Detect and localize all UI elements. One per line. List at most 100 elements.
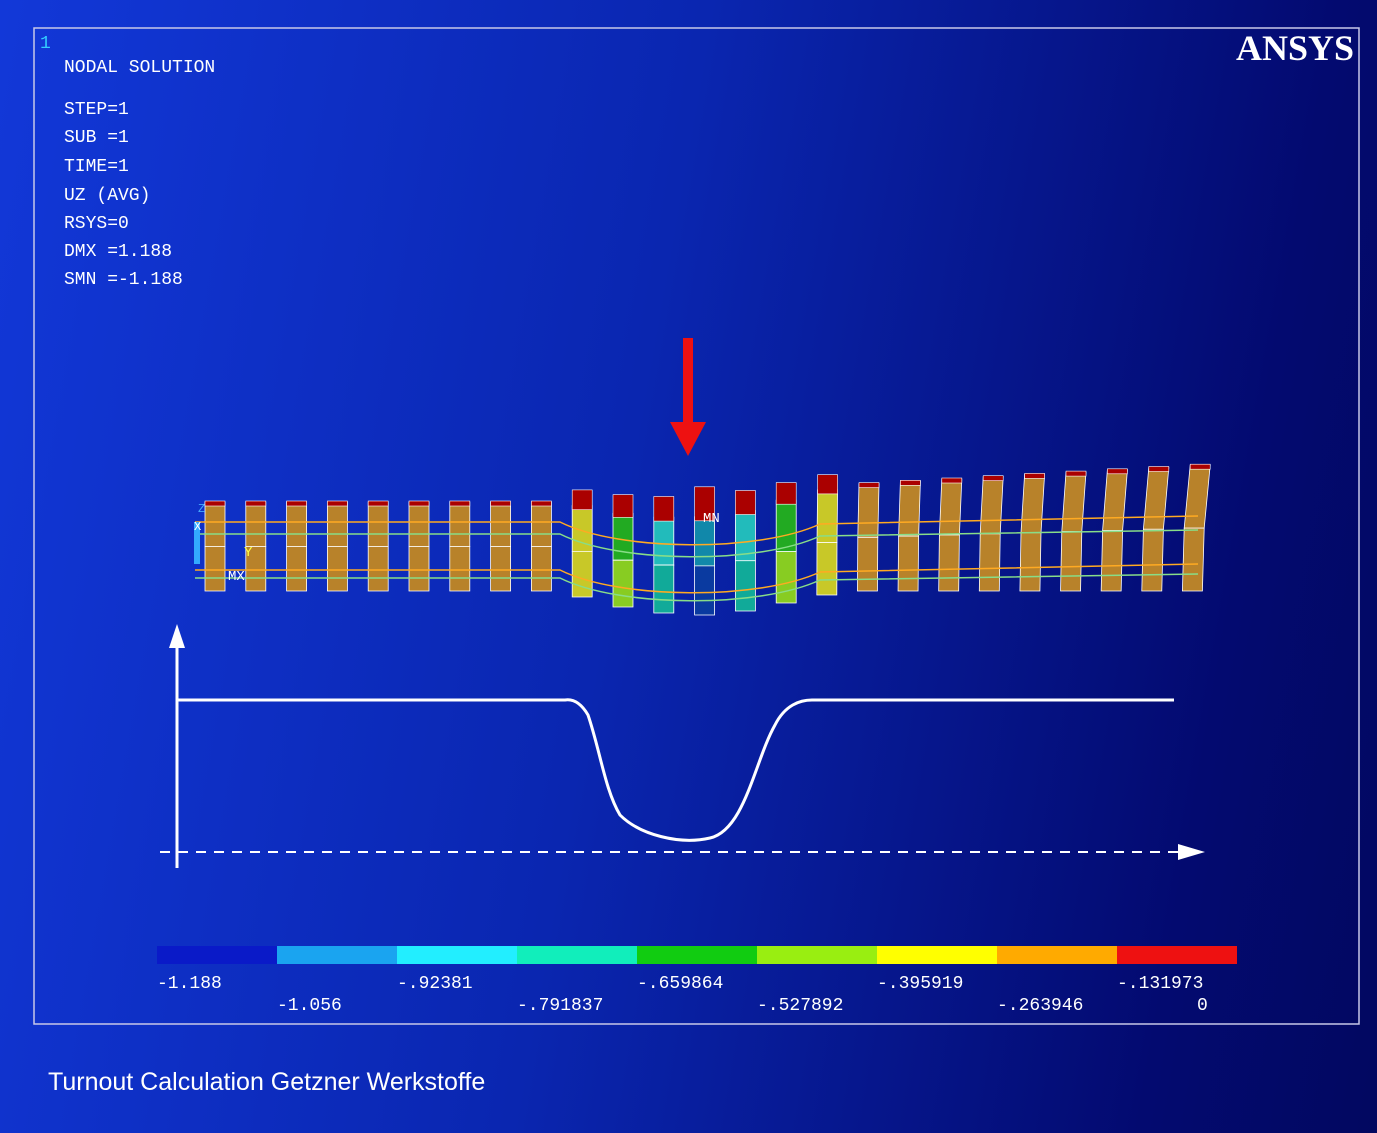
sleeper-cap bbox=[942, 478, 962, 483]
sleeper bbox=[368, 502, 388, 547]
legend-band bbox=[277, 946, 397, 964]
legend-label: -1.056 bbox=[277, 996, 342, 1016]
sleeper bbox=[980, 477, 1003, 534]
sleeper bbox=[491, 547, 511, 592]
sleeper-cap bbox=[409, 501, 429, 506]
sleeper-cap bbox=[818, 475, 838, 494]
sleeper-cap bbox=[859, 483, 879, 488]
deflection-curve bbox=[177, 700, 1174, 840]
arrow-load bbox=[670, 338, 706, 456]
sleeper bbox=[898, 536, 919, 591]
sleeper bbox=[858, 484, 879, 538]
sleeper-cap bbox=[205, 501, 225, 506]
logo: ANSYS bbox=[1236, 28, 1354, 68]
sleeper bbox=[817, 542, 837, 595]
sleeper bbox=[776, 500, 796, 551]
sleeper-cap bbox=[450, 501, 470, 506]
arrow-head bbox=[670, 422, 706, 456]
legend-label: 0 bbox=[1197, 996, 1208, 1016]
sleeper-cap bbox=[983, 476, 1003, 481]
sleeper bbox=[695, 566, 715, 615]
info-line: UZ (AVG) bbox=[64, 186, 150, 206]
sleeper bbox=[327, 502, 347, 547]
sleeper bbox=[327, 547, 347, 592]
sleeper bbox=[1020, 533, 1041, 591]
sleeper-cap bbox=[287, 501, 307, 506]
sleeper-cap bbox=[1025, 473, 1045, 478]
sleeper bbox=[205, 502, 225, 547]
sleeper-cap bbox=[327, 501, 347, 506]
legend-label: -.659864 bbox=[637, 974, 723, 994]
sleeper bbox=[450, 502, 470, 547]
window-number: 1 bbox=[40, 34, 51, 54]
deflection-sketch bbox=[160, 624, 1205, 868]
sleeper bbox=[613, 560, 633, 607]
sleeper bbox=[939, 535, 960, 591]
sleeper bbox=[1101, 530, 1122, 591]
sleeper bbox=[531, 502, 551, 547]
model-label: MN bbox=[703, 511, 720, 527]
sleeper bbox=[939, 479, 961, 535]
sleeper bbox=[287, 502, 307, 547]
sleeper-cap bbox=[1066, 471, 1086, 476]
sleeper bbox=[450, 547, 470, 592]
sleeper bbox=[205, 547, 225, 592]
sleeper-cap bbox=[368, 501, 388, 506]
slide: 1 ANSYS NODAL SOLUTIONSTEP=1SUB =1TIME=1… bbox=[0, 0, 1377, 1133]
sleeper-cap bbox=[1107, 469, 1127, 474]
sleeper bbox=[1142, 529, 1164, 591]
legend-band bbox=[877, 946, 997, 964]
legend-band bbox=[997, 946, 1117, 964]
sleeper bbox=[1021, 474, 1045, 532]
sleeper-cap bbox=[654, 497, 674, 522]
x-arrow bbox=[1178, 844, 1205, 860]
model-label: Y bbox=[244, 545, 253, 561]
legend: -1.188-.92381-.659864-.395919-.131973-1.… bbox=[157, 946, 1237, 1016]
sleeper bbox=[1184, 465, 1210, 528]
legend-label: -.791837 bbox=[517, 996, 603, 1016]
screen: 1 ANSYS NODAL SOLUTIONSTEP=1SUB =1TIME=1… bbox=[0, 0, 1377, 1133]
legend-band bbox=[157, 946, 277, 964]
legend-band bbox=[517, 946, 637, 964]
sleeper bbox=[654, 565, 674, 613]
info-line: SUB =1 bbox=[64, 128, 129, 148]
legend-band bbox=[397, 946, 517, 964]
sleeper-cap bbox=[531, 501, 551, 506]
legend-label: -.92381 bbox=[397, 974, 473, 994]
model-label: MX bbox=[228, 569, 245, 585]
sleeper bbox=[1061, 532, 1082, 591]
legend-label: -.527892 bbox=[757, 996, 843, 1016]
sleeper bbox=[491, 502, 511, 547]
sleeper bbox=[776, 552, 796, 603]
sleeper bbox=[572, 551, 592, 597]
legend-band bbox=[1117, 946, 1237, 964]
sleeper bbox=[1143, 468, 1168, 530]
sleeper bbox=[1103, 470, 1128, 531]
sleeper bbox=[368, 547, 388, 592]
legend-label: -.395919 bbox=[877, 974, 963, 994]
info-line: DMX =1.188 bbox=[64, 242, 172, 262]
sleeper bbox=[1182, 528, 1204, 591]
info-line: TIME=1 bbox=[64, 157, 129, 177]
legend-label: -1.188 bbox=[157, 974, 222, 994]
sleeper bbox=[735, 561, 755, 611]
info-line: NODAL SOLUTION bbox=[64, 58, 215, 78]
model-label: Z bbox=[198, 502, 205, 516]
sleeper bbox=[817, 490, 838, 543]
sleeper bbox=[409, 547, 429, 592]
model-label: X bbox=[194, 520, 201, 534]
sleeper-cap bbox=[1149, 467, 1169, 472]
info-line: RSYS=0 bbox=[64, 214, 129, 234]
footer: Turnout Calculation Getzner Werkstoffe bbox=[48, 1068, 485, 1096]
sleeper-cap bbox=[900, 480, 920, 485]
y-arrow bbox=[169, 624, 185, 648]
legend-band bbox=[637, 946, 757, 964]
sleeper-cap bbox=[491, 501, 511, 506]
sleeper bbox=[246, 502, 266, 547]
page: {"window_number": "1", "logo": "ANSYS", … bbox=[0, 0, 1377, 1133]
sleeper-cap bbox=[613, 495, 633, 518]
sleeper bbox=[1062, 472, 1086, 531]
sleeper-cap bbox=[572, 490, 592, 510]
sleeper bbox=[857, 537, 877, 591]
